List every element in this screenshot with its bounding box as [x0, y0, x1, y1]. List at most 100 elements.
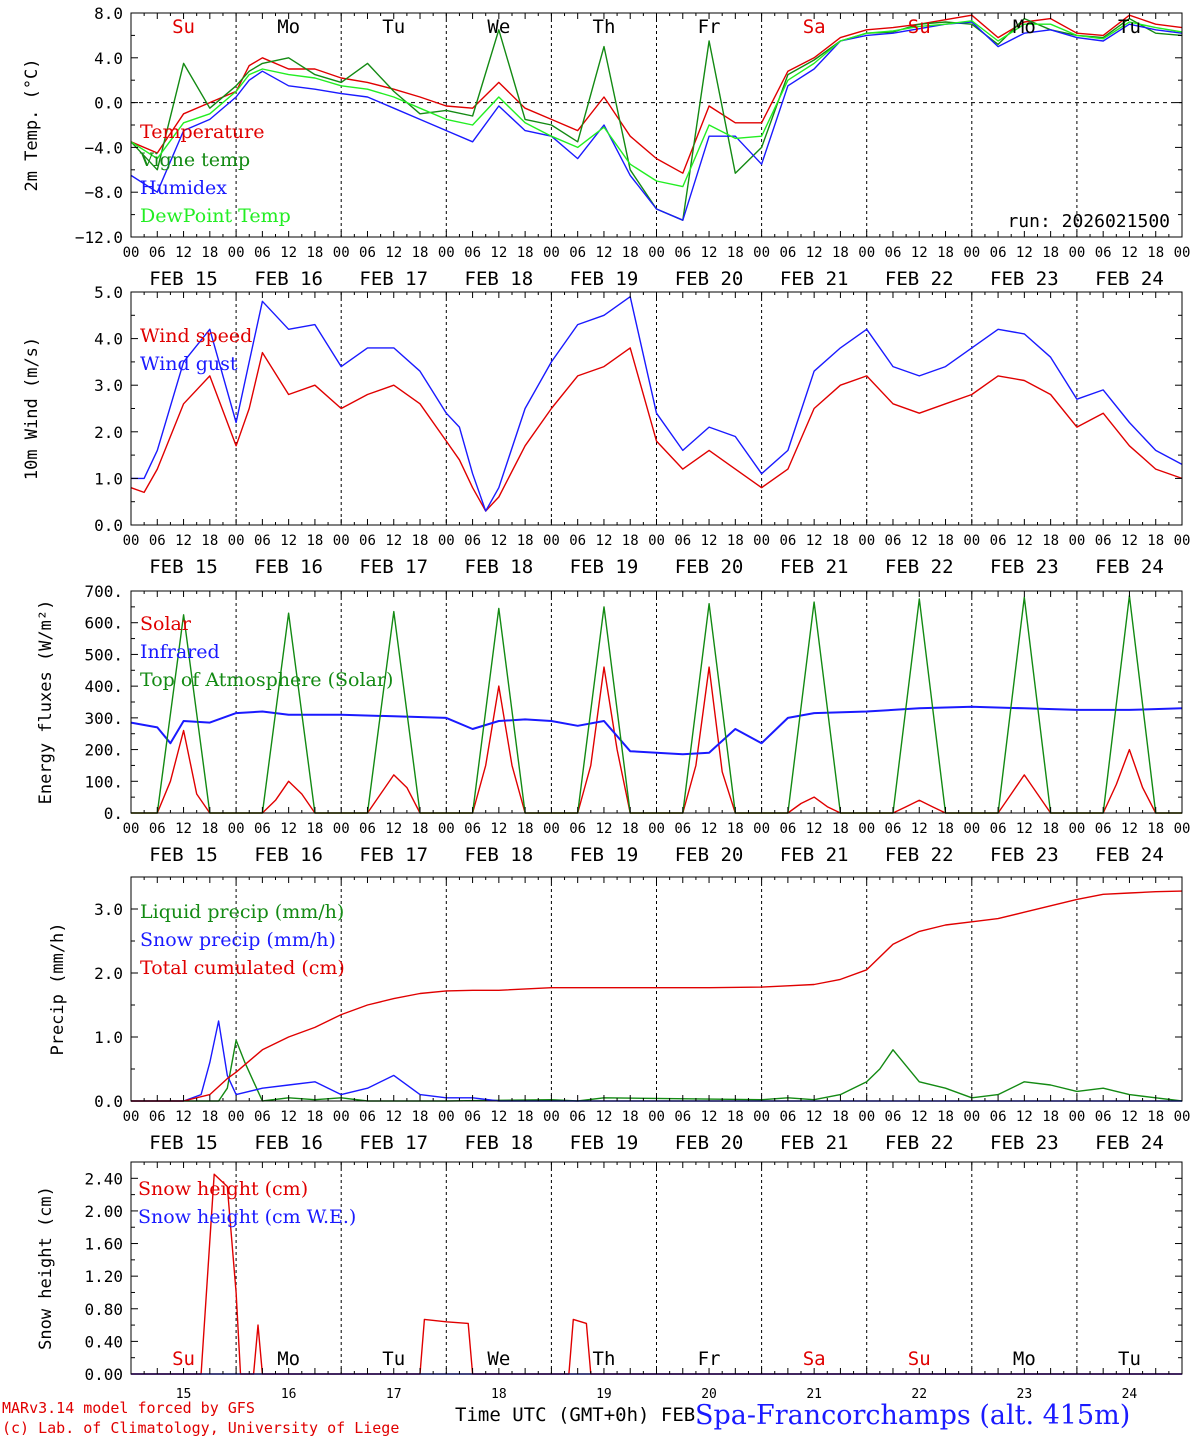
y-tick-label: 1.60: [84, 1235, 123, 1254]
hour-tick-label: 00: [648, 821, 665, 837]
hour-tick-label: 12: [701, 1109, 718, 1125]
y-tick-label: 0.0: [94, 94, 123, 113]
y-tick-label: 600.: [84, 614, 123, 633]
weekday-label: We: [487, 16, 510, 38]
hour-tick-label: 06: [254, 821, 271, 837]
y-axis-label: 2m Temp. (°C): [22, 58, 42, 191]
y-tick-label: 3.0: [94, 900, 123, 919]
legend-entry: Snow height (cm): [138, 1178, 308, 1200]
y-tick-label: 5.0: [94, 283, 123, 302]
hour-tick-label: 00: [753, 533, 770, 549]
date-label: FEB 17: [359, 844, 428, 866]
date-label: FEB 18: [465, 1132, 534, 1154]
hour-tick-label: 18: [201, 245, 218, 261]
series-dewpoint-temp: [130, 20, 1183, 188]
legend-entry: Infrared: [140, 641, 220, 663]
hour-tick-label: 12: [1121, 821, 1138, 837]
hour-tick-label: 18: [937, 1109, 954, 1125]
hour-tick-label: 00: [963, 1109, 980, 1125]
hour-tick-label: 18: [1147, 821, 1164, 837]
hour-tick-label: 06: [674, 1109, 691, 1125]
hour-tick-label: 12: [596, 1109, 613, 1125]
hour-tick-label: 00: [1068, 245, 1085, 261]
hour-tick-label: 18: [622, 245, 639, 261]
hour-tick-label: 00: [333, 245, 350, 261]
hour-tick-label: 00: [438, 821, 455, 837]
hour-tick-label: 00: [123, 533, 140, 549]
hour-tick-label: 18: [1042, 1109, 1059, 1125]
hour-tick-label: 00: [963, 533, 980, 549]
y-tick-label: 0.00: [84, 1365, 123, 1384]
run-label: run: 2026021500: [1007, 211, 1170, 232]
day-number-label: 23: [1017, 1387, 1033, 1402]
hour-tick-label: 06: [885, 533, 902, 549]
hour-tick-label: 18: [727, 533, 744, 549]
hour-tick-label: 18: [832, 1109, 849, 1125]
hour-tick-label: 18: [727, 245, 744, 261]
hour-tick-label: 06: [464, 533, 481, 549]
hour-tick-label: 12: [280, 533, 297, 549]
weekday-label: We: [487, 1348, 510, 1370]
footer-credits: MARv3.14 model forced by GFS (c) Lab. of…: [2, 1398, 399, 1438]
hour-tick-label: 12: [490, 533, 507, 549]
weekday-label: Fr: [698, 1348, 721, 1370]
hour-tick-label: 06: [464, 821, 481, 837]
hour-tick-label: 00: [228, 245, 245, 261]
hour-tick-label: 00: [438, 245, 455, 261]
date-label: FEB 15: [149, 268, 218, 290]
date-label: FEB 24: [1095, 556, 1164, 578]
hour-tick-label: 00: [753, 1109, 770, 1125]
series-temperature: [130, 14, 1183, 174]
hour-tick-label: 06: [990, 245, 1007, 261]
hour-tick-label: 12: [175, 245, 192, 261]
weekday-label: Tu: [382, 16, 405, 38]
hour-tick-label: 12: [490, 1109, 507, 1125]
weekday-label: Su: [908, 16, 931, 38]
hour-tick-label: 12: [806, 533, 823, 549]
hour-tick-label: 00: [228, 1109, 245, 1125]
hour-tick-label: 06: [1095, 1109, 1112, 1125]
hour-tick-label: 00: [1068, 821, 1085, 837]
hour-tick-label: 12: [701, 533, 718, 549]
date-label: FEB 19: [570, 268, 639, 290]
date-label: FEB 24: [1095, 844, 1164, 866]
hour-tick-label: 06: [569, 821, 586, 837]
date-label: FEB 15: [149, 556, 218, 578]
date-label: FEB 22: [885, 1132, 954, 1154]
hour-tick-label: 18: [1042, 245, 1059, 261]
hour-tick-label: 12: [1016, 821, 1033, 837]
date-label: FEB 23: [990, 844, 1059, 866]
hour-tick-label: 06: [359, 1109, 376, 1125]
hour-tick-label: 06: [464, 1109, 481, 1125]
hour-tick-label: 12: [911, 245, 928, 261]
y-tick-label: 1.0: [94, 469, 123, 488]
hour-tick-label: 06: [885, 821, 902, 837]
date-label: FEB 17: [359, 556, 428, 578]
hour-tick-label: 18: [832, 245, 849, 261]
hour-tick-label: 00: [543, 1109, 560, 1125]
date-label: FEB 20: [675, 556, 744, 578]
date-label: FEB 23: [990, 268, 1059, 290]
hour-tick-label: 18: [622, 1109, 639, 1125]
hour-tick-label: 18: [306, 821, 323, 837]
legend-entry: Snow precip (mm/h): [140, 929, 336, 951]
date-label: FEB 20: [675, 1132, 744, 1154]
y-tick-label: −8.0: [84, 183, 123, 202]
day-number-label: 18: [491, 1387, 507, 1402]
date-label: FEB 21: [780, 1132, 849, 1154]
hour-tick-label: 12: [1016, 245, 1033, 261]
date-label: FEB 21: [780, 268, 849, 290]
hour-tick-label: 00: [333, 1109, 350, 1125]
hour-tick-label: 18: [1147, 1109, 1164, 1125]
hour-tick-label: 06: [359, 821, 376, 837]
hour-tick-label: 12: [596, 245, 613, 261]
hour-tick-label: 06: [149, 533, 166, 549]
hour-tick-label: 12: [1016, 1109, 1033, 1125]
hour-tick-label: 18: [727, 821, 744, 837]
legend-entry: Temperature: [140, 121, 264, 143]
hour-tick-label: 12: [806, 245, 823, 261]
weekday-label: Mo: [277, 1348, 300, 1370]
date-label: FEB 16: [254, 556, 323, 578]
y-tick-label: 500.: [84, 645, 123, 664]
